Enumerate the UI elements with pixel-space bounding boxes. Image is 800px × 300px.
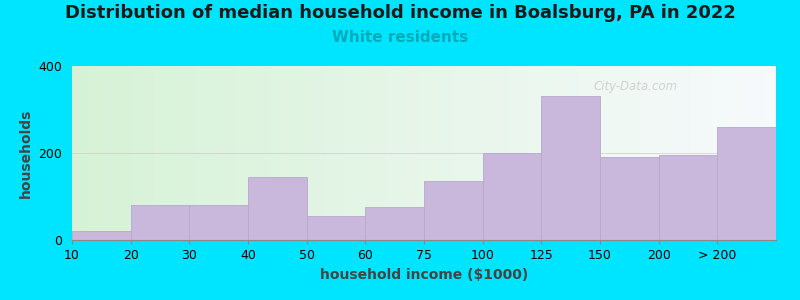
Bar — [130, 205, 190, 240]
Y-axis label: households: households — [19, 108, 33, 198]
Bar — [306, 216, 366, 240]
Bar — [600, 157, 658, 240]
Bar — [658, 155, 718, 240]
Bar — [718, 127, 776, 240]
Text: City-Data.com: City-Data.com — [593, 80, 678, 93]
Bar — [542, 96, 600, 240]
Text: Distribution of median household income in Boalsburg, PA in 2022: Distribution of median household income … — [65, 4, 735, 22]
Bar — [248, 177, 306, 240]
Bar — [190, 205, 248, 240]
Bar — [72, 231, 130, 240]
Bar — [366, 207, 424, 240]
Bar — [482, 153, 542, 240]
X-axis label: household income ($1000): household income ($1000) — [320, 268, 528, 282]
Text: White residents: White residents — [332, 30, 468, 45]
Bar — [424, 181, 482, 240]
